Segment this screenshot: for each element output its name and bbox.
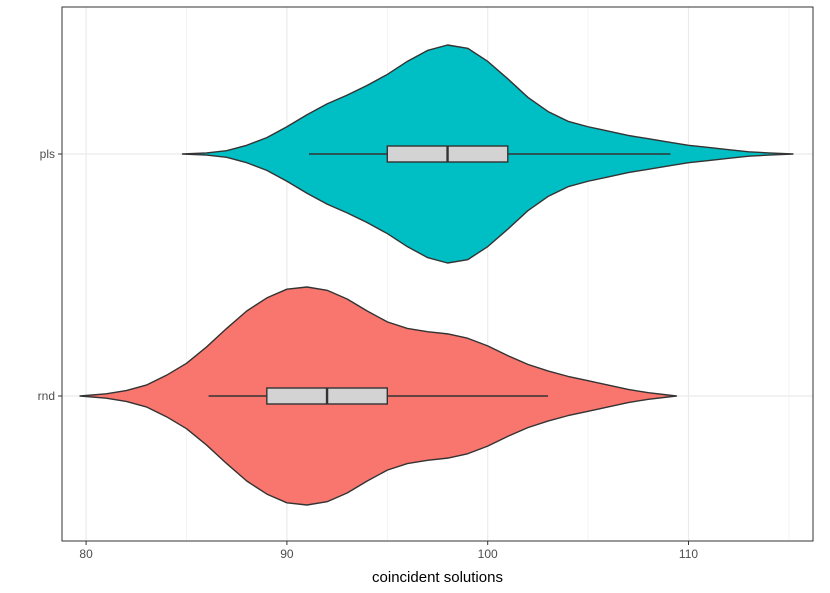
plot-panel-border	[61, 6, 814, 542]
y-tick-label-pls: pls	[40, 147, 55, 161]
x-axis-title: coincident solutions	[372, 569, 503, 586]
x-tick-label: 110	[679, 547, 698, 561]
x-tick-label: 80	[79, 547, 93, 561]
y-tick-label-rnd: rnd	[38, 389, 55, 403]
violin-rnd	[79, 286, 678, 506]
x-tick-label: 100	[478, 547, 498, 561]
y-axis: pls rnd	[38, 147, 62, 403]
violin-pls	[181, 44, 794, 264]
x-axis: 80 90 100 110	[79, 541, 698, 561]
violins	[79, 44, 794, 506]
x-tick-label: 90	[280, 547, 294, 561]
